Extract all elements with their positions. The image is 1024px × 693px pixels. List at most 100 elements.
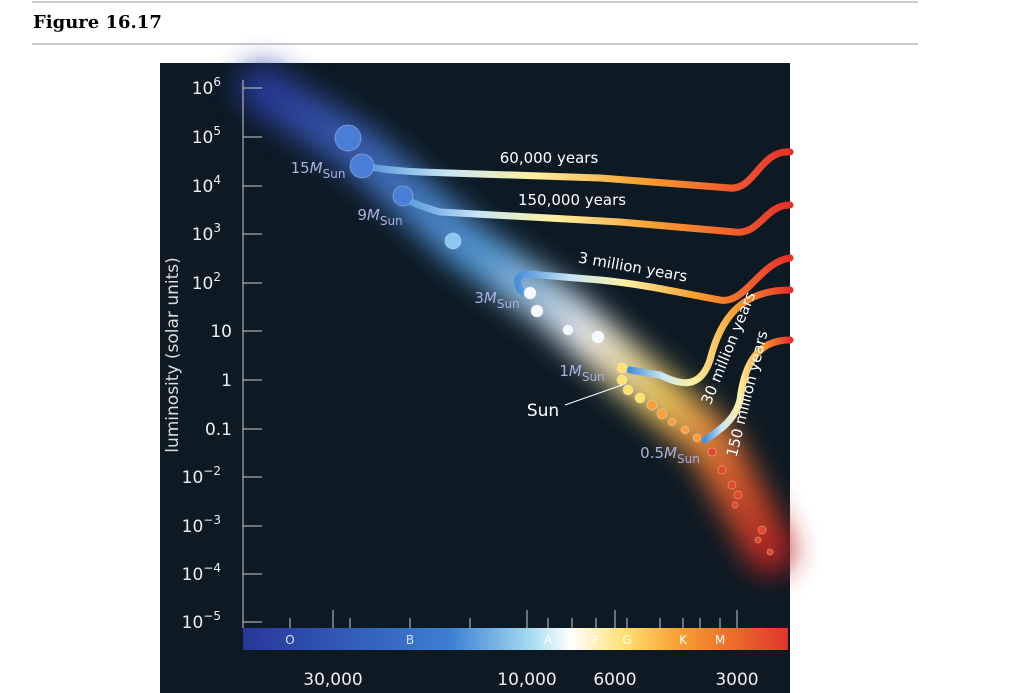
mass-subscript: Sun <box>497 297 520 311</box>
mass-subscript: Sun <box>582 370 605 384</box>
spectral-bar <box>243 628 788 650</box>
star <box>444 232 462 250</box>
y-tick-label: 10−4 <box>182 561 221 585</box>
mass-number: 1 <box>559 362 569 380</box>
x-tick-label: 3000 <box>715 670 758 690</box>
y-tick-exponent: 4 <box>213 173 221 187</box>
spectral-class: O <box>285 633 294 647</box>
mass-symbol: M <box>484 289 497 307</box>
y-tick-label: 0.1 <box>205 420 232 440</box>
mass-subscript: Sun <box>677 452 700 466</box>
x-tick-label: 6000 <box>593 670 636 690</box>
tracks <box>358 148 794 444</box>
star <box>530 304 544 318</box>
star <box>562 324 574 336</box>
star <box>766 548 774 556</box>
y-tick-base: 10 <box>192 225 214 245</box>
y-tick-label: 106 <box>192 75 221 99</box>
y-tick-base: 1 <box>221 371 232 391</box>
x-tick-label: 30,000 <box>303 670 362 690</box>
spectral-class: F <box>593 633 600 647</box>
star <box>656 408 668 420</box>
y-tick-label: 104 <box>192 173 221 197</box>
y-tick-base: 10 <box>192 79 214 99</box>
star <box>731 501 739 509</box>
star <box>717 465 727 475</box>
y-tick-exponent: −4 <box>203 561 221 575</box>
y-axis-label: luminosity (solar units) <box>163 257 183 453</box>
track <box>396 192 794 236</box>
star <box>334 124 362 152</box>
mass-label: 1MSun <box>559 362 604 384</box>
star <box>616 374 628 386</box>
y-tick-label: 10−3 <box>182 513 221 537</box>
sun-pointer <box>564 384 623 406</box>
mass-number: 3 <box>474 289 484 307</box>
y-tick-exponent: 2 <box>213 270 221 284</box>
mass-symbol: M <box>367 206 380 224</box>
y-tick-exponent: 5 <box>213 124 221 138</box>
star <box>634 392 646 404</box>
spectral-class: B <box>406 633 414 647</box>
y-tick-exponent: 3 <box>213 221 221 235</box>
y-tick-base: 10 <box>182 468 204 488</box>
y-tick-exponent: 6 <box>213 75 221 89</box>
star <box>727 480 737 490</box>
sun-label: Sun <box>527 401 559 421</box>
spectral-class: M <box>715 633 725 647</box>
y-tick-base: 0.1 <box>205 420 232 440</box>
star <box>707 447 717 457</box>
y-tick-label: 103 <box>192 221 221 245</box>
star <box>523 286 537 300</box>
star <box>646 399 658 411</box>
spectral-class: K <box>679 633 688 647</box>
y-tick-base: 10 <box>182 565 204 585</box>
track <box>626 286 794 387</box>
y-tick-label: 10 <box>210 322 232 342</box>
star <box>616 362 628 374</box>
y-tick-label: 10−2 <box>182 464 221 488</box>
star <box>667 417 677 427</box>
star <box>754 536 762 544</box>
mass-number: 0.5 <box>640 444 664 462</box>
star <box>757 525 767 535</box>
plot-background <box>160 63 790 693</box>
y-tick-exponent: −5 <box>203 609 221 623</box>
star <box>733 490 743 500</box>
y-tick-exponent: −2 <box>203 464 221 478</box>
star <box>622 384 634 396</box>
spectral-class: G <box>622 633 631 647</box>
star <box>591 330 605 344</box>
mass-subscript: Sun <box>323 167 346 181</box>
y-tick-label: 10−5 <box>182 609 221 633</box>
y-tick-base: 10 <box>192 274 214 294</box>
mass-label: 15MSun <box>291 159 346 181</box>
track <box>514 254 794 304</box>
y-tick-label: 105 <box>192 124 221 148</box>
y-tick-base: 10 <box>210 322 232 342</box>
track-label: 150,000 years <box>518 191 626 209</box>
y-tick-base: 10 <box>182 517 204 537</box>
y-tick-base: 10 <box>182 613 204 633</box>
mass-subscript: Sun <box>380 214 403 228</box>
mass-label: 3MSun <box>474 289 519 311</box>
star <box>692 433 702 443</box>
track <box>701 336 794 444</box>
star <box>680 425 690 435</box>
x-tick-label: 10,000 <box>497 670 556 690</box>
y-tick-base: 10 <box>192 128 214 148</box>
mass-symbol: M <box>664 444 677 462</box>
y-tick-label: 1 <box>221 371 232 391</box>
track-label: 60,000 years <box>500 149 599 167</box>
y-tick-label: 102 <box>192 270 221 294</box>
star <box>349 153 375 179</box>
mass-number: 9 <box>357 206 367 224</box>
mass-symbol: M <box>569 362 582 380</box>
mass-label: 0.5MSun <box>640 444 700 466</box>
track <box>358 148 794 192</box>
y-tick-exponent: −3 <box>203 513 221 527</box>
mass-number: 15 <box>291 159 310 177</box>
y-tick-base: 10 <box>192 177 214 197</box>
